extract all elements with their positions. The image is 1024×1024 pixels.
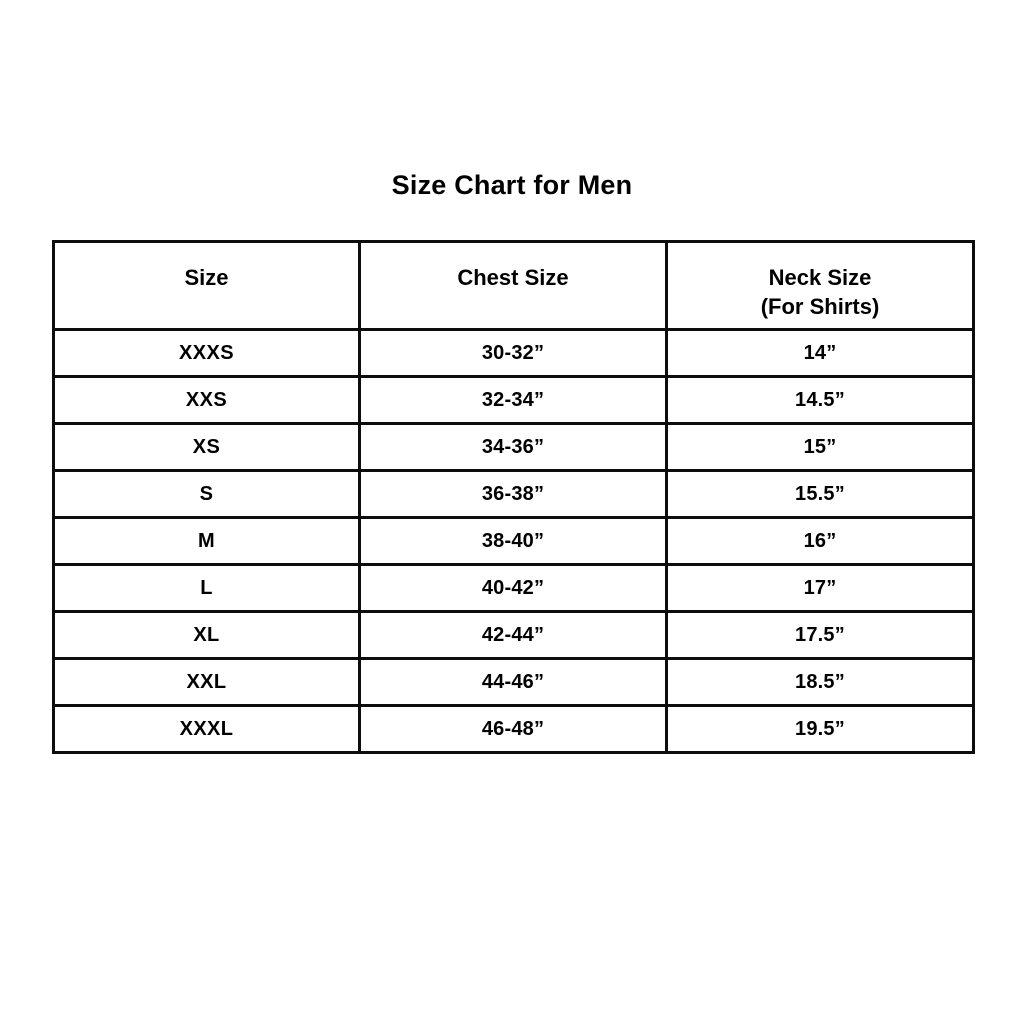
column-header-neck-size-line1: Neck Size <box>768 265 872 290</box>
cell-size: L <box>52 563 361 613</box>
column-header-neck-size-line2: (For Shirts) <box>760 294 880 319</box>
cell-neck: 15.5” <box>665 469 975 519</box>
table-row: S 36-38” 15.5” <box>52 469 975 519</box>
cell-chest: 34-36” <box>358 422 668 472</box>
table-row: XS 34-36” 15” <box>52 422 975 472</box>
cell-chest: 36-38” <box>358 469 668 519</box>
cell-size: XXL <box>52 657 361 707</box>
cell-neck: 17” <box>665 563 975 613</box>
column-header-size-line1: Size <box>184 265 229 290</box>
cell-chest: 46-48” <box>358 704 668 754</box>
cell-neck: 18.5” <box>665 657 975 707</box>
cell-size: XS <box>52 422 361 472</box>
cell-chest: 42-44” <box>358 610 668 660</box>
column-header-neck-size: Neck Size (For Shirts) <box>665 240 975 331</box>
cell-size: M <box>52 516 361 566</box>
column-header-chest-size: Chest Size <box>358 240 668 331</box>
cell-neck: 16” <box>665 516 975 566</box>
cell-neck: 15” <box>665 422 975 472</box>
cell-neck: 14” <box>665 328 975 378</box>
cell-chest: 40-42” <box>358 563 668 613</box>
table-row: XXS 32-34” 14.5” <box>52 375 975 425</box>
cell-neck: 14.5” <box>665 375 975 425</box>
cell-chest: 32-34” <box>358 375 668 425</box>
cell-size: XXS <box>52 375 361 425</box>
header-row: Size Chest Size Neck Size (For Shirts) <box>52 240 975 331</box>
table-row: XXXS 30-32” 14” <box>52 328 975 378</box>
page-title: Size Chart for Men <box>391 170 633 200</box>
cell-chest: 38-40” <box>358 516 668 566</box>
cell-chest: 44-46” <box>358 657 668 707</box>
table-body: XXXS 30-32” 14” XXS 32-34” 14.5” XS 34-3… <box>52 328 975 754</box>
cell-size: XXXL <box>52 704 361 754</box>
table-row: XL 42-44” 17.5” <box>52 610 975 660</box>
cell-neck: 19.5” <box>665 704 975 754</box>
size-chart-table: Size Chest Size Neck Size (For Shirts) X… <box>52 240 975 754</box>
table-header: Size Chest Size Neck Size (For Shirts) <box>52 240 975 331</box>
table-row: L 40-42” 17” <box>52 563 975 613</box>
cell-neck: 17.5” <box>665 610 975 660</box>
table-row: M 38-40” 16” <box>52 516 975 566</box>
cell-size: XL <box>52 610 361 660</box>
table-row: XXL 44-46” 18.5” <box>52 657 975 707</box>
column-header-chest-size-line1: Chest Size <box>457 265 569 290</box>
cell-size: S <box>52 469 361 519</box>
table-row: XXXL 46-48” 19.5” <box>52 704 975 754</box>
cell-size: XXXS <box>52 328 361 378</box>
cell-chest: 30-32” <box>358 328 668 378</box>
column-header-size: Size <box>52 240 361 331</box>
